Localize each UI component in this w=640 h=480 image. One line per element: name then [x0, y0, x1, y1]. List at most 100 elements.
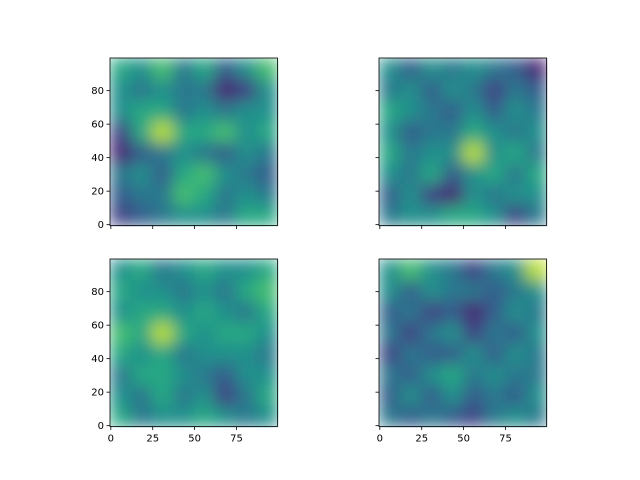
heatmap-cell [462, 259, 485, 281]
heatmap-cell [441, 300, 464, 323]
y-tick-label: 40 [91, 153, 104, 164]
y-tick-label: 20 [91, 187, 104, 198]
heatmap-cell [235, 99, 258, 122]
x-tick-label: 75 [499, 434, 512, 445]
heatmap-cell [525, 321, 548, 344]
heatmap-cell [110, 300, 132, 323]
heatmap-cell [462, 204, 485, 227]
heatmap-cell [525, 162, 548, 185]
heatmap-cell [193, 342, 216, 365]
heatmap-cell [504, 405, 527, 428]
heatmap-cell [420, 384, 443, 407]
heatmap-cell [235, 363, 258, 386]
heatmap-cell [525, 405, 548, 428]
heatmap-cell [172, 58, 195, 80]
heatmap-cell [214, 279, 237, 302]
heatmap-cell [379, 279, 401, 302]
heatmap-cell [235, 259, 258, 281]
heatmap-cell [235, 405, 258, 428]
heatmap-cell [256, 162, 279, 185]
heatmap-image [379, 58, 548, 227]
heatmap-cell [130, 120, 153, 143]
axes-frame [378, 57, 547, 226]
heatmap-cell [193, 279, 216, 302]
heatmap-cell [462, 279, 485, 302]
heatmap-cell [525, 384, 548, 407]
heatmap-cell [525, 183, 548, 206]
heatmap-cell [525, 279, 548, 302]
heatmap-cell [399, 405, 422, 428]
axes-frame [109, 258, 278, 427]
heatmap-cell [483, 183, 506, 206]
x-tick-label: 25 [415, 434, 428, 445]
heatmap-cell [151, 99, 174, 122]
heatmap-cell [130, 300, 153, 323]
heatmap-cell [441, 279, 464, 302]
heatmap-cell [110, 405, 132, 428]
heatmap-cell [193, 363, 216, 386]
heatmap-cell [172, 162, 195, 185]
heatmap-cell [420, 279, 443, 302]
heatmap-cell [256, 321, 279, 344]
heatmap-cell [420, 405, 443, 428]
heatmap-cell [420, 183, 443, 206]
heatmap-cell [235, 204, 258, 227]
heatmap-cell [130, 58, 153, 80]
heatmap-cell [193, 141, 216, 164]
y-tick-label: 60 [91, 120, 104, 131]
heatmap-cell [151, 204, 174, 227]
heatmap-cell [193, 183, 216, 206]
heatmap-cell [235, 342, 258, 365]
heatmap-cell [462, 321, 485, 344]
x-tick-label: 50 [457, 434, 470, 445]
heatmap-cell [256, 99, 279, 122]
heatmap-cell [256, 183, 279, 206]
heatmap-cell [483, 300, 506, 323]
heatmap-cell [441, 321, 464, 344]
x-tick-label: 75 [230, 434, 243, 445]
heatmap-cell [130, 279, 153, 302]
heatmap-cell [504, 279, 527, 302]
heatmap-cell [151, 183, 174, 206]
heatmap-cell [420, 120, 443, 143]
heatmap-cell [151, 384, 174, 407]
heatmap-cell [379, 141, 401, 164]
heatmap-cell [504, 78, 527, 101]
heatmap-cell [193, 259, 216, 281]
heatmap-cell [130, 321, 153, 344]
heatmap-cell [172, 342, 195, 365]
heatmap-cell [235, 120, 258, 143]
heatmap-cell [504, 99, 527, 122]
heatmap-cell [110, 279, 132, 302]
heatmap-cell [172, 384, 195, 407]
heatmap-cell [110, 363, 132, 386]
heatmap-cell [399, 204, 422, 227]
heatmap-cell [110, 204, 132, 227]
heatmap-cell [399, 141, 422, 164]
heatmap-cell [525, 363, 548, 386]
heatmap-cell [483, 141, 506, 164]
heatmap-cell [130, 405, 153, 428]
x-tick-label: 25 [146, 434, 159, 445]
heatmap-cell [172, 141, 195, 164]
heatmap-cell [504, 183, 527, 206]
heatmap-cell [441, 162, 464, 185]
heatmap-cell [110, 78, 132, 101]
heatmap-cell [172, 363, 195, 386]
heatmap-cell [504, 162, 527, 185]
heatmap-cell [441, 259, 464, 281]
heatmap-cell [193, 384, 216, 407]
heatmap-cell [483, 162, 506, 185]
heatmap-cell [525, 259, 548, 281]
heatmap-cell [193, 99, 216, 122]
heatmap-cell [172, 300, 195, 323]
heatmap-cell [441, 120, 464, 143]
heatmap-cell [214, 183, 237, 206]
x-tick-label: 0 [108, 434, 114, 445]
heatmap-cell [172, 78, 195, 101]
heatmap-cell [462, 342, 485, 365]
heatmap-cell [214, 58, 237, 80]
heatmap-cell [399, 58, 422, 80]
heatmap-cell [151, 363, 174, 386]
heatmap-cell [483, 321, 506, 344]
